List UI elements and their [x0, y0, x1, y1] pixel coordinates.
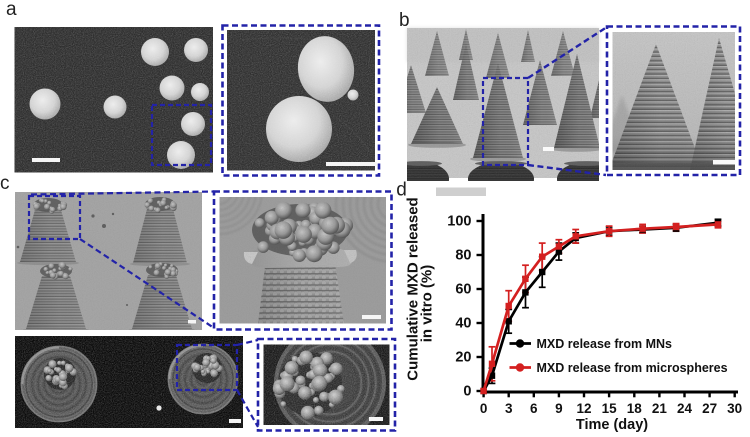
svg-text:100: 100	[447, 214, 471, 230]
svg-text:20: 20	[455, 350, 471, 366]
svg-text:Time (day): Time (day)	[576, 417, 648, 433]
svg-text:d: d	[396, 180, 407, 201]
svg-text:27: 27	[702, 401, 717, 416]
svg-text:a: a	[6, 0, 17, 20]
svg-text:in vitro (%): in vitro (%)	[419, 265, 436, 343]
svg-text:MXD release from microspheres: MXD release from microspheres	[537, 361, 728, 375]
svg-text:Cumulative MXD released: Cumulative MXD released	[405, 197, 422, 380]
svg-text:3: 3	[505, 401, 513, 416]
svg-text:24: 24	[677, 401, 693, 416]
svg-text:60: 60	[455, 282, 471, 298]
svg-text:40: 40	[455, 316, 471, 332]
svg-text:9: 9	[555, 401, 563, 416]
svg-text:80: 80	[455, 248, 471, 264]
svg-text:b: b	[399, 10, 410, 31]
svg-text:15: 15	[602, 401, 618, 416]
svg-text:21: 21	[652, 401, 668, 416]
svg-text:30: 30	[727, 401, 742, 416]
svg-text:18: 18	[627, 401, 643, 416]
svg-text:6: 6	[530, 401, 538, 416]
svg-text:0: 0	[463, 384, 471, 400]
svg-text:MXD release from MNs: MXD release from MNs	[537, 337, 673, 351]
svg-text:0: 0	[480, 401, 488, 416]
svg-text:12: 12	[576, 401, 591, 416]
svg-text:c: c	[0, 173, 10, 194]
